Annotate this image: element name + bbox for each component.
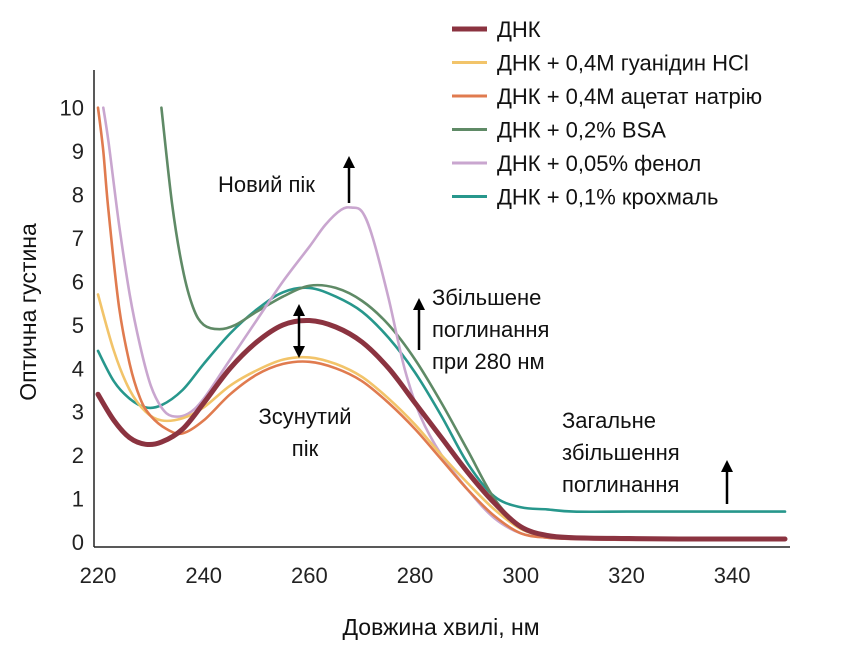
x-tick-label: 220: [80, 563, 117, 588]
y-tick-label: 2: [72, 443, 84, 468]
y-tick-label: 0: [72, 530, 84, 555]
annotation-general-increase-line3: поглинання: [562, 472, 679, 497]
annotation-new-peak: Новий пік: [218, 172, 315, 197]
x-tick-labels: 220 240 260 280 300 320 340: [80, 563, 751, 588]
series-lines: [95, 106, 788, 542]
arrow-up-icon: [343, 156, 355, 203]
annotation-general-increase-line1: Загальне: [562, 408, 656, 433]
x-tick-label: 340: [714, 563, 751, 588]
x-tick-label: 240: [185, 563, 222, 588]
x-axis-title: Довжина хвилі, нм: [342, 614, 539, 640]
y-tick-label: 9: [72, 139, 84, 164]
y-tick-label: 10: [60, 96, 84, 121]
legend-label: ДНК + 0,05% фенол: [497, 151, 701, 176]
y-tick-label: 1: [72, 487, 84, 512]
y-tick-label: 3: [72, 400, 84, 425]
legend: ДНК ДНК + 0,4М гуанідин HCl ДНК + 0,4М аце…: [452, 17, 762, 210]
legend-label: ДНК: [497, 17, 541, 42]
legend-label: ДНК + 0,4М гуанідин HCl: [497, 51, 749, 76]
double-arrow-icon: [293, 304, 305, 358]
y-tick-label: 4: [72, 356, 84, 381]
annotation-shifted-peak-line2: пік: [292, 436, 319, 461]
x-tick-label: 300: [502, 563, 539, 588]
annotation-general-increase-line2: збільшення: [562, 440, 680, 465]
legend-label: ДНК + 0,4М ацетат натрію: [497, 84, 762, 109]
y-tick-labels: 0 1 2 3 4 5 6 7 8 9 10: [60, 96, 84, 555]
annotation-shifted-peak-line1: Зсунутий: [258, 404, 351, 429]
x-tick-label: 280: [397, 563, 434, 588]
series-line-0: [95, 317, 788, 542]
annotation-increased-280-line1: Збільшене: [432, 285, 541, 310]
annotation-increased-280-line2: поглинання: [432, 317, 549, 342]
y-tick-label: 8: [72, 183, 84, 208]
legend-label: ДНК + 0,2% BSA: [497, 118, 666, 143]
y-tick-label: 7: [72, 226, 84, 251]
axes: [93, 70, 790, 548]
y-tick-label: 5: [72, 313, 84, 338]
y-axis-title: Оптична густина: [15, 223, 41, 401]
arrow-up-icon: [413, 298, 425, 350]
x-tick-label: 260: [291, 563, 328, 588]
y-tick-label: 6: [72, 269, 84, 294]
annotations: Новий пік Збільшене поглинання при 280 н…: [218, 156, 733, 504]
annotation-increased-280-line3: при 280 нм: [432, 349, 545, 374]
legend-label: ДНК + 0,1% крохмаль: [497, 185, 718, 210]
x-tick-label: 320: [608, 563, 645, 588]
arrow-up-icon: [721, 460, 733, 504]
